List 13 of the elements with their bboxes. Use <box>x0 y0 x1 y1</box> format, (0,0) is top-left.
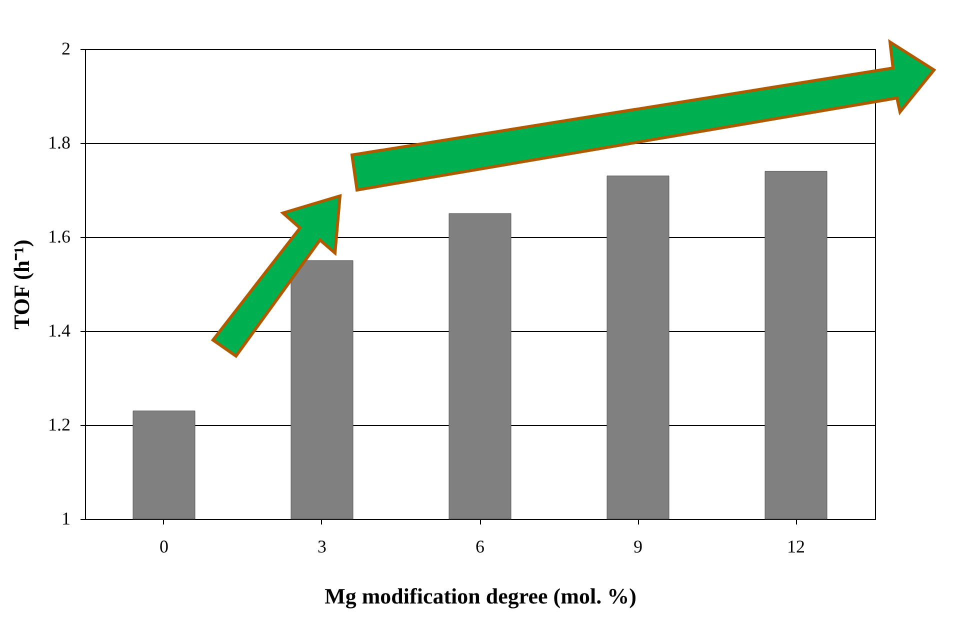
y-tick-label: 1.8 <box>48 132 70 152</box>
x-tick-label: 9 <box>634 536 642 556</box>
x-tick-label: 3 <box>318 536 326 556</box>
x-tick-label: 6 <box>476 536 484 556</box>
y-axis-title: TOF (h⁻¹) <box>9 240 34 330</box>
y-tick-label: 1 <box>62 508 70 528</box>
x-tick-label: 12 <box>787 536 805 556</box>
y-tick-label: 1.2 <box>48 414 70 434</box>
x-axis-title: Mg modification degree (mol. %) <box>324 584 636 608</box>
x-tick-label: 0 <box>160 536 168 556</box>
y-tick-label: 1.6 <box>48 226 70 246</box>
y-tick-label: 2 <box>62 38 70 58</box>
y-tick-label: 1.4 <box>48 320 70 340</box>
